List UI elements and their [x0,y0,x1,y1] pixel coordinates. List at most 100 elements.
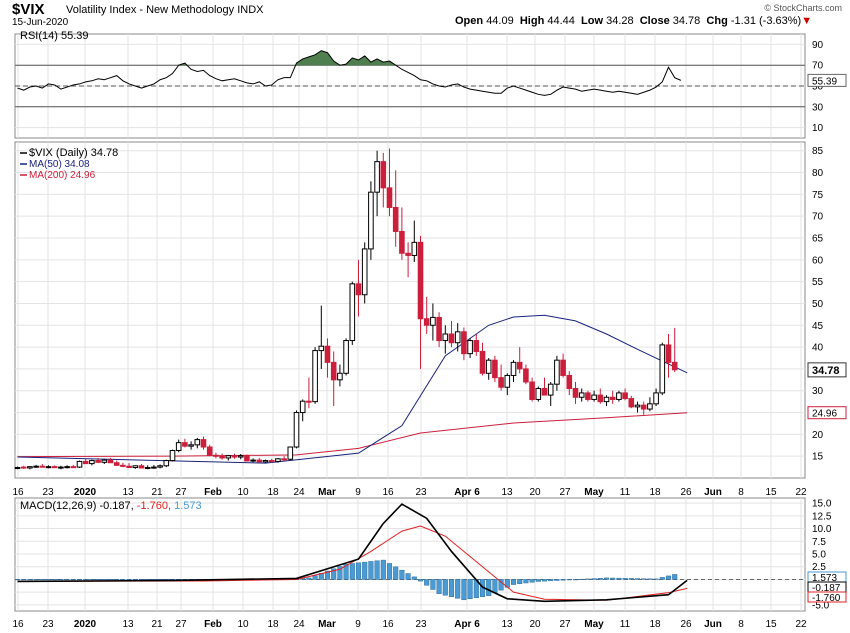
rsi-tick-label: 70 [812,61,824,72]
rsi-tick-label: 10 [812,123,824,134]
candle-body [560,359,566,376]
x-tick-label: 27 [559,487,571,498]
x-tick-label: 10 [237,487,249,498]
macd-histogram-bar [126,579,132,581]
macd-histogram-bar [114,579,120,581]
price-tick-label: 45 [812,321,824,332]
change-label: Chg [706,15,728,27]
candle-body [237,455,244,458]
macd-histogram-bar [380,559,386,580]
x-tick-label: 11 [620,619,631,630]
candle-body [231,455,238,458]
macd-histogram-bar [393,566,399,580]
price-tick-label: 70 [812,212,824,223]
price-tick-label: 50 [812,299,824,310]
candle-body [616,392,622,400]
ma50-line [17,314,688,464]
x-tick-label: Mar [318,619,336,630]
candle-body [529,381,535,400]
macd-histogram-bar [27,579,33,581]
macd-histogram-bar [424,579,430,586]
candle-body [250,459,256,462]
macd-histogram-bar [83,579,89,581]
candle-body [101,459,108,463]
rsi-line [17,50,682,96]
candle-body [485,359,492,374]
candle-body [504,374,511,388]
macd-legend-hist: 1.573 [174,500,202,512]
macd-histogram-bar [89,579,95,581]
x-tick-label: May [584,619,604,630]
candle-body [535,388,542,400]
candle-body [355,283,362,296]
macd-histogram-bar [39,579,45,581]
macd-histogram-bar [517,579,523,585]
x-tick-label: 23 [415,487,427,498]
rsi-tick-label: 30 [812,102,824,113]
candle-body [399,230,405,254]
macd-histogram-bar [45,579,52,581]
x-tick-label: 13 [122,487,134,498]
candle-body [213,454,219,457]
macd-histogram-bar [430,579,436,590]
candle-body [405,252,411,256]
candle-body [578,392,585,398]
candle-body [70,466,77,469]
x-tick-label: 22 [795,487,807,498]
x-tick-label: 27 [175,619,187,630]
macd-histogram-bar [665,575,672,580]
candle-body [436,316,442,342]
candle-body [454,331,461,344]
x-tick-label: Mar [318,487,336,498]
macd-line [17,503,688,603]
candle-body [39,465,46,468]
price-tick-label: 60 [812,255,824,266]
price-tick-label: 55 [812,277,824,288]
candle-body [330,361,337,381]
macd-histogram-bar [622,578,628,580]
macd-histogram-bar [343,563,349,580]
candle-body [82,460,89,465]
symbol-title: $VIX [12,1,45,18]
x-tick-label: Apr 6 [454,487,480,498]
candle-body [585,392,591,400]
macd-histogram-bar [579,578,585,580]
candle-body [163,460,170,467]
price-tick-label: 80 [812,168,824,179]
macd-histogram-bar [603,577,610,580]
candle-body [58,466,64,469]
macd-histogram-bar [647,578,653,580]
macd-histogram-bar [634,578,641,580]
candle-body [572,388,579,398]
macd-histogram-bar [331,568,337,580]
low-value: 34.28 [606,15,634,27]
candle-body [343,340,349,374]
candle-body [120,464,126,467]
x-tick-label: 22 [795,619,807,630]
candle-body [411,241,418,256]
macd-histogram-bar [399,569,405,580]
x-tick-label: Jun [704,487,722,498]
candle-body [45,466,52,469]
x-tick-label: 9 [355,487,361,498]
macd-histogram-bar [33,579,39,581]
candle-body [324,345,331,363]
macd-last-label: 1.573 [812,573,837,584]
candle-body [144,467,151,470]
macd-histogram-bar [324,570,331,580]
high-label: High [519,15,545,27]
candle-body [225,455,232,459]
candle-body [467,340,473,355]
candle-body [51,466,58,469]
macd-histogram-bar [312,575,318,580]
macd-histogram-bar [616,577,622,580]
macd-signal-line [17,525,688,601]
x-tick-label: 9 [355,619,361,630]
watermark: © StockCharts.com [764,3,842,13]
macd-histogram-bar [659,577,665,580]
macd-histogram-bar [610,577,616,580]
candle-body [312,350,318,403]
candle-body [659,344,666,394]
candle-body [380,161,387,189]
